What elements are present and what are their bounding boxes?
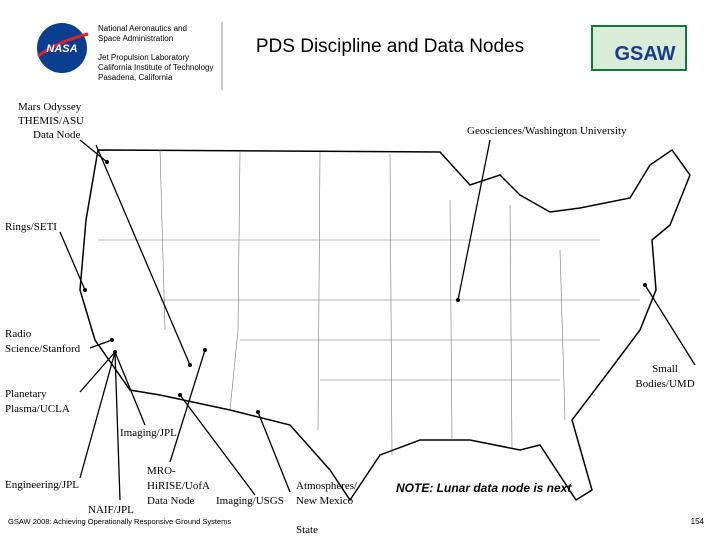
node-label: Imaging/USGS <box>216 495 284 507</box>
node-label: State <box>296 524 318 536</box>
leader-line <box>179 394 256 496</box>
gsaw-logo-text: GSAW <box>614 43 675 65</box>
leader-line <box>257 411 291 493</box>
nasa-logo <box>37 23 87 73</box>
leader-line <box>89 339 113 349</box>
leader-line <box>59 231 86 291</box>
node-label: Science/Stanford <box>5 343 81 355</box>
page-number: 154 <box>691 517 705 526</box>
leader-line <box>114 351 121 501</box>
lab-line: Jet Propulsion Laboratory <box>98 53 189 62</box>
us-map-outline <box>79 148 691 502</box>
node-label: Plasma/UCLA <box>5 403 70 415</box>
org-line: National Aeronautics and <box>98 24 187 33</box>
node-label: MRO- <box>147 465 176 477</box>
node-label: Geosciences/Washington University <box>467 125 627 137</box>
nasa-logo-text: NASA <box>46 43 77 55</box>
leader-line <box>644 284 696 366</box>
node-label: Bodies/UMD <box>635 378 694 390</box>
state-borders <box>98 149 640 456</box>
lab-line: California Institute of Technology <box>98 63 213 72</box>
node-label: New Mexico <box>296 495 354 507</box>
node-label: Data Node <box>33 129 80 141</box>
leader-line <box>114 351 146 426</box>
node-label: Rings/SETI <box>5 221 57 233</box>
node-label: Radio <box>5 328 32 340</box>
footer-text: GSAW 2008: Achieving Operationally Respo… <box>8 517 231 526</box>
node-label: Imaging/JPL <box>120 427 177 439</box>
leader-line <box>457 139 491 301</box>
leader-line <box>79 351 116 393</box>
note: NOTE: Lunar data node is next <box>396 481 572 495</box>
gsaw-logo <box>591 25 687 71</box>
node-label: Engineering/JPL <box>5 479 79 491</box>
org-line: Space Administration <box>98 34 173 43</box>
leader-line <box>79 351 116 479</box>
leader-line <box>79 139 191 366</box>
node-label: NAIF/JPL <box>88 504 134 516</box>
node-label: HiRISE/UofA <box>147 480 210 492</box>
node-points <box>83 160 647 414</box>
node-label: Planetary <box>5 388 47 400</box>
node-label: Data Node <box>147 495 194 507</box>
node-label: Atmospheres/ <box>296 480 358 492</box>
slide-title: PDS Discipline and Data Nodes <box>256 36 524 57</box>
node-label: Small <box>652 363 678 375</box>
node-label: Mars Odyssey <box>18 101 82 113</box>
node-label: THEMIS/ASU <box>18 115 84 127</box>
nasa-swoosh <box>37 32 89 58</box>
lab-line: Pasadena, California <box>98 73 173 82</box>
